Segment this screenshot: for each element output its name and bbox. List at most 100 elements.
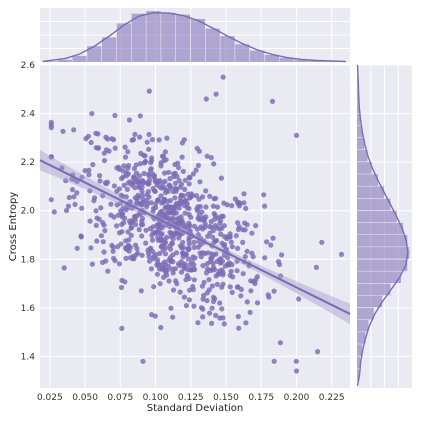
scatter-point bbox=[170, 314, 176, 320]
scatter-point bbox=[227, 234, 233, 240]
scatter-point bbox=[162, 149, 168, 155]
scatter-point bbox=[209, 305, 215, 311]
scatter-point bbox=[209, 283, 215, 289]
scatter-point bbox=[195, 320, 201, 326]
scatter-point bbox=[319, 239, 325, 245]
histogram-bar bbox=[357, 174, 378, 186]
scatter-point bbox=[181, 137, 187, 143]
histogram-bar bbox=[357, 259, 408, 271]
y-tick-label: 2.2 bbox=[21, 158, 35, 168]
scatter-point bbox=[213, 312, 219, 318]
scatter-point bbox=[173, 278, 179, 284]
scatter-point bbox=[203, 96, 209, 102]
scatter-point bbox=[155, 197, 161, 203]
scatter-point bbox=[249, 230, 255, 236]
histogram-bar bbox=[357, 356, 361, 368]
scatter-point bbox=[65, 203, 72, 209]
scatter-point bbox=[159, 208, 165, 214]
scatter-point bbox=[210, 260, 216, 266]
histogram-bar bbox=[220, 36, 235, 62]
scatter-point bbox=[210, 234, 216, 240]
scatter-point bbox=[145, 179, 151, 186]
scatter-point bbox=[217, 220, 223, 226]
scatter-point bbox=[144, 197, 150, 204]
scatter-point bbox=[109, 242, 115, 248]
scatter-point bbox=[270, 235, 276, 241]
scatter-point bbox=[315, 349, 321, 355]
scatter-point bbox=[228, 268, 234, 274]
scatter-point bbox=[240, 239, 246, 245]
scatter-point bbox=[220, 281, 226, 287]
x-tick-label: 0.225 bbox=[319, 393, 345, 403]
scatter-point bbox=[200, 263, 206, 269]
scatter-point bbox=[268, 242, 274, 248]
scatter-point bbox=[136, 227, 142, 233]
scatter-point bbox=[93, 208, 99, 214]
scatter-point bbox=[135, 194, 142, 200]
scatter-point bbox=[161, 274, 167, 280]
scatter-point bbox=[71, 194, 77, 200]
scatter-point bbox=[135, 250, 141, 256]
scatter-point bbox=[174, 250, 180, 256]
scatter-point bbox=[293, 368, 300, 374]
scatter-point bbox=[218, 260, 224, 266]
right-marginal-histogram bbox=[356, 64, 412, 388]
scatter-point bbox=[242, 220, 248, 226]
scatter-point bbox=[185, 256, 191, 262]
scatter-point bbox=[338, 251, 345, 257]
scatter-point bbox=[155, 235, 161, 241]
scatter-point bbox=[190, 254, 196, 260]
histogram-bar bbox=[205, 28, 220, 63]
scatter-point bbox=[89, 111, 95, 117]
scatter-point bbox=[179, 250, 186, 256]
histogram-bar bbox=[357, 125, 363, 138]
scatter-point bbox=[183, 277, 189, 283]
x-tick-label: 0.075 bbox=[107, 393, 133, 403]
scatter-point bbox=[146, 131, 152, 138]
scatter-point bbox=[248, 278, 254, 284]
scatter-point bbox=[195, 232, 201, 238]
scatter-point bbox=[123, 173, 130, 179]
histogram-bar bbox=[42, 61, 57, 62]
histogram-bar bbox=[279, 58, 294, 62]
scatter-point bbox=[242, 227, 248, 233]
scatter-point bbox=[241, 191, 247, 197]
scatter-point bbox=[150, 208, 156, 214]
y-tick-label: 1.8 bbox=[21, 255, 36, 265]
scatter-point bbox=[146, 171, 152, 177]
scatter-point bbox=[212, 213, 218, 219]
x-tick-label: 0.050 bbox=[72, 393, 98, 403]
scatter-point bbox=[217, 226, 223, 232]
scatter-point bbox=[187, 262, 193, 268]
scatter-point bbox=[241, 200, 247, 206]
y-axis-tick-labels: 1.4 1.6 1.8 2.0 2.2 2.4 2.6 bbox=[21, 61, 36, 362]
top-marginal-histogram bbox=[40, 8, 350, 63]
scatter-point bbox=[262, 203, 268, 209]
scatter-point bbox=[243, 320, 249, 326]
scatter-point bbox=[138, 150, 144, 156]
scatter-point bbox=[74, 245, 80, 251]
scatter-point bbox=[271, 288, 277, 294]
scatter-point bbox=[138, 288, 144, 294]
scatter-point bbox=[221, 243, 227, 249]
histogram-bar bbox=[357, 283, 391, 296]
histogram-bar bbox=[357, 320, 369, 332]
scatter-point bbox=[163, 245, 169, 251]
scatter-point bbox=[156, 262, 162, 268]
scatter-point bbox=[132, 131, 138, 137]
scatter-point bbox=[229, 244, 235, 250]
scatter-point bbox=[118, 200, 124, 206]
scatter-point bbox=[112, 145, 118, 151]
scatter-point bbox=[207, 230, 213, 236]
scatter-point bbox=[122, 279, 128, 285]
x-axis-tick-labels: 0.025 0.050 0.075 0.100 0.125 0.150 0.175 0.200… bbox=[37, 393, 345, 403]
scatter-point bbox=[238, 293, 244, 299]
scatter-point bbox=[264, 239, 270, 245]
scatter-point bbox=[114, 223, 120, 229]
scatter-point bbox=[206, 287, 212, 293]
scatter-point bbox=[262, 255, 268, 261]
scatter-point bbox=[158, 163, 164, 169]
scatter-point bbox=[179, 154, 185, 160]
scatter-point bbox=[186, 205, 192, 212]
scatter-point bbox=[92, 195, 98, 201]
